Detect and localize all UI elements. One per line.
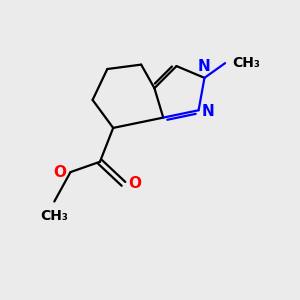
Text: CH₃: CH₃: [232, 56, 260, 70]
Text: CH₃: CH₃: [40, 209, 68, 223]
Text: O: O: [53, 165, 66, 180]
Text: N: N: [198, 59, 211, 74]
Text: O: O: [128, 176, 141, 191]
Text: N: N: [202, 104, 215, 119]
